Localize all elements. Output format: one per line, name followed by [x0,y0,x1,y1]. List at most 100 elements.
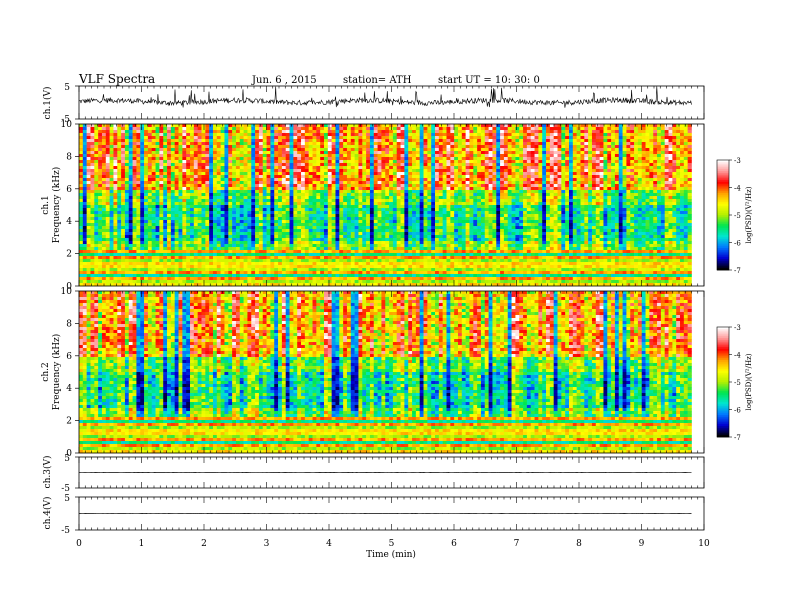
ch1-spectrogram-cell [90,256,95,260]
ch1-spectrogram-cell [301,271,306,275]
ch1-spectrogram-cell [113,253,118,257]
ch1-spectrogram-cell [301,157,306,161]
ch1-spectrogram-cell [94,172,99,176]
ch1-spectrogram-cell [358,178,363,182]
ch1-spectrogram-cell [343,259,348,263]
ch1-spectrogram-cell [377,172,382,176]
ch1-spectrogram-cell [109,145,114,149]
ch1-spectrogram-cell [124,247,130,251]
ch1-spectrogram-cell [385,187,390,191]
ch1-spectrogram-cell [220,241,225,245]
ch1-spectrogram-cell [339,220,344,224]
ch1-spectrogram-cell [404,142,409,146]
ch1-spectrogram-cell [212,151,218,155]
ch1-spectrogram-cell [228,142,233,146]
ch1-spectrogram-cell [109,262,114,266]
ch1-spectrogram-cell [262,271,267,275]
ch1-spectrogram-cell [389,175,394,179]
ch1-spectrogram-cell [327,136,332,140]
ch1-spectrogram-cell [94,232,99,236]
ch1-spectrogram-cell [423,193,428,197]
ch1-spectrogram-cell [224,238,229,242]
ch1-spectrogram-cell [312,142,317,146]
ch1-spectrogram-cell [170,214,176,218]
ch1-spectrogram-cell [404,187,409,191]
ch1-spectrogram-cell [117,256,122,260]
ch1-spectrogram-cell [419,136,424,140]
ch1-spectrogram-cell [278,235,283,239]
ch1-spectrogram-cell [228,262,233,266]
ch1-spectrogram-cell [415,229,421,233]
ch1-spectrogram-cell [239,124,244,128]
ch1-spectrogram-cell [358,262,363,266]
ch1-spectrogram-cell [228,166,233,170]
ch1-spectrogram-cell [377,160,382,164]
ch1-spectrogram-cell [320,277,325,281]
ch1-spectrogram-cell [98,199,103,203]
ch1-spectrogram-cell [404,220,409,224]
ch1-spectrogram-cell [392,178,398,182]
ch1-spectrogram-cell [117,145,122,149]
ch1-spectrogram-cell [239,280,244,284]
ch1-spectrogram-cell [377,265,382,269]
ch1-spectrogram-cell [339,235,344,239]
ch1-spectrogram-cell [366,145,371,149]
ch1-spectrogram-cell [136,205,141,209]
ch1-spectrogram-cell [381,220,386,224]
ch1-spectrogram-cell [228,244,233,248]
ch1-spectrogram-cell [301,175,306,179]
ch1-spectrogram-cell [389,127,394,131]
ch1-spectrogram-cell [297,253,302,257]
ch1-spectrogram-cell [312,166,317,170]
ch1-spectrogram-cell [396,211,401,215]
ch1-spectrogram-cell [278,196,283,200]
ch1-spectrogram-cell [324,139,329,143]
ch1-spectrogram-cell [400,232,405,236]
ch1-spectrogram-cell [147,145,153,149]
ch1-spectrogram-cell [117,268,122,272]
ch1-spectrogram-cell [159,142,164,146]
ch1-spectrogram-cell [82,145,87,149]
ch1-spectrogram-cell [90,226,95,230]
ch1-spectrogram-cell [247,241,252,245]
ch1-spectrogram-cell [101,241,107,245]
ch1-spectrogram-cell [358,163,363,167]
ch1-spectrogram-cell [258,163,264,167]
ch1-spectrogram-cell [427,217,432,221]
ch1-spectrogram-cell [117,229,122,233]
ch1-spectrogram-cell [255,268,260,272]
ch1-spectrogram-cell [98,196,103,200]
ch1-spectrogram-cell [113,271,118,275]
ch1-spectrogram-cell [346,136,352,140]
ch1-spectrogram-cell [170,175,176,179]
ch1-spectrogram-cell [289,184,294,188]
ch1-spectrogram-cell [186,244,191,248]
ch1-spectrogram-cell [232,280,237,284]
ch1-spectrogram-cell [354,133,359,137]
ch1-spectrogram-cell [90,202,95,206]
ch1-spectrogram-cell [396,235,401,239]
ch1-spectrogram-cell [297,250,302,254]
ch1-spectrogram-cell [79,250,84,254]
ch1-spectrogram-cell [155,283,160,287]
ch1-spectrogram-cell [251,217,256,221]
ch1-spectrogram-cell [247,157,252,161]
ch1-spectrogram-cell [297,187,302,191]
ch1-spectrogram-cell [105,184,110,188]
ch1-spectrogram-cell [163,160,168,164]
ch1-spectrogram-cell [224,184,229,188]
ch1-spectrogram-cell [301,226,306,230]
ch1-spectrogram-cell [228,268,233,272]
ch1-spectrogram-cell [155,139,160,143]
ch1-spectrogram-cell [339,229,344,233]
ch1-spectrogram-cell [151,247,156,251]
ch1-spectrogram-cell [301,160,306,164]
ch1-spectrogram-cell [247,139,252,143]
ch1-spectrogram-cell [132,262,137,266]
ch1-spectrogram-cell [98,124,103,128]
ch1-spectrogram-cell [419,259,424,263]
ch1-spectrogram-cell [109,136,114,140]
ch1-spectrogram-cell [324,232,329,236]
ch1-spectrogram-cell [320,262,325,266]
ch1-spectrogram-cell [377,157,382,161]
